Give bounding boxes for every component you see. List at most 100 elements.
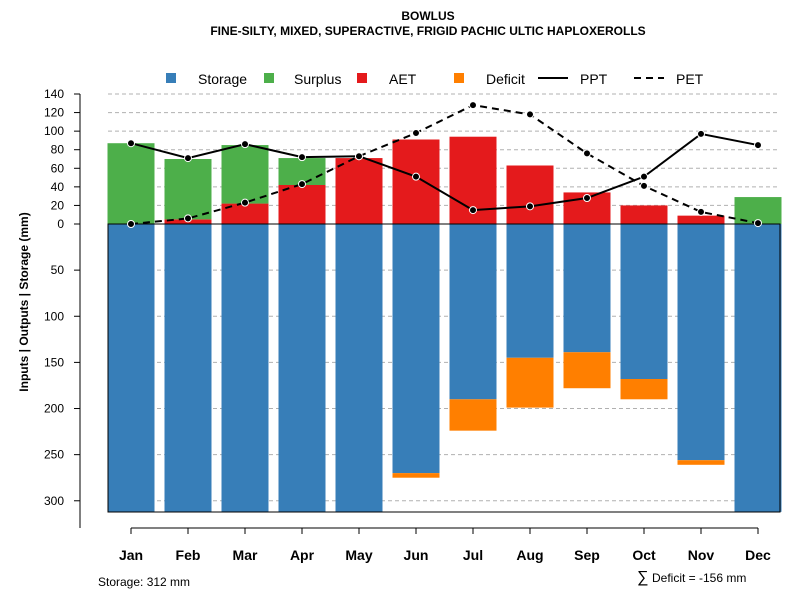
legend-label-storage: Storage [198,71,247,87]
bar-storage-feb [164,224,212,512]
legend-swatch-aet [357,73,367,83]
point-ppt [754,141,762,150]
point-ppt [184,154,192,163]
bar-storage-nov [677,224,725,461]
legend: Storage Surplus AET Deficit PPT PET [166,71,704,87]
x-tick-label: Jun [404,547,429,563]
y-tick-label: 300 [44,494,64,508]
x-tick-label: Nov [688,547,715,563]
point-ppt [583,193,591,202]
x-tick-label: May [345,547,372,563]
point-ppt [697,129,705,138]
bar-deficit-jul [449,399,497,431]
x-tick-label: Aug [516,547,543,563]
y-tick-label: 150 [44,355,64,369]
point-ppt [640,172,648,181]
point-ppt [127,139,135,148]
bar-surplus-mar [221,145,269,204]
bar-deficit-sep [563,352,611,389]
y-tick-label: 200 [44,402,64,416]
legend-label-aet: AET [389,71,417,87]
bar-storage-jan [107,224,155,512]
bar-storage-dec [734,224,782,512]
bar-aet-may [335,158,383,224]
y-tick-label: 80 [51,143,65,157]
legend-label-surplus: Surplus [294,71,341,87]
chart-subtitle: FINE-SILTY, MIXED, SUPERACTIVE, FRIGID P… [210,24,645,38]
bar-storage-apr [278,224,326,512]
y-tick-label: 60 [51,161,65,175]
y-axis-label: Inputs | Outputs | Storage (mm) [17,212,31,391]
bar-deficit-oct [620,378,668,400]
point-pet [469,101,477,110]
x-tick-label: Apr [290,547,315,563]
point-pet [127,220,135,228]
point-pet [184,214,192,223]
bar-deficit-nov [677,460,725,465]
bar-storage-sep [563,224,611,353]
point-ppt [469,206,477,215]
x-tick-label: Oct [632,547,656,563]
point-ppt [526,202,534,211]
point-ppt [298,153,306,162]
chart-title: BOWLUS [401,9,454,23]
y-tick-label: 120 [44,106,64,120]
point-pet [412,128,420,137]
y-tick-label: 20 [51,198,65,212]
legend-label-ppt: PPT [580,71,608,87]
y-tick-label: 100 [44,124,64,138]
legend-label-pet: PET [676,71,704,87]
y-tick-label: 0 [57,217,64,231]
y-tick-label: 100 [44,309,64,323]
bar-storage-aug [506,224,554,358]
bar-aet-oct [620,205,668,224]
bar-aet-jun [392,139,440,224]
bars [107,136,782,512]
point-pet [241,198,249,207]
bar-storage-may [335,224,383,512]
x-tick-label: Jul [463,547,483,563]
lower-panel-frame [107,223,781,513]
y-tick-label: 40 [51,180,65,194]
x-tick-label: Sep [574,547,600,563]
point-pet [526,110,534,119]
sigma-symbol: ∑ [637,569,648,586]
point-pet [640,181,648,190]
bar-storage-mar [221,224,269,512]
point-pet [697,207,705,216]
bar-storage-jun [392,224,440,474]
legend-swatch-storage [166,73,176,83]
y-tick-label: 250 [44,448,64,462]
x-axis: Jan Feb Mar Apr May Jun Jul Aug Sep Oct Nov Dec [119,527,771,563]
point-pet [583,149,591,158]
x-tick-label: Jan [119,547,143,563]
x-tick-label: Feb [176,547,201,563]
deficit-note: Deficit = -156 mm [652,571,746,585]
bar-storage-oct [620,224,668,379]
point-ppt [241,140,249,149]
bar-deficit-aug [506,357,554,408]
bar-aet-mar [221,203,269,224]
bar-surplus-jan [107,143,155,224]
point-pet [754,219,762,228]
x-tick-label: Mar [233,547,258,563]
bar-aet-aug [506,165,554,224]
point-pet [355,152,363,161]
storage-note: Storage: 312 mm [98,575,190,589]
bar-aet-apr [278,184,326,224]
point-ppt [412,172,420,181]
x-tick-label: Dec [745,547,771,563]
series-lines [127,101,762,228]
bar-storage-jul [449,224,497,400]
line-ppt [130,132,759,212]
legend-swatch-surplus [264,73,274,83]
y-tick-label: 140 [44,87,64,101]
point-pet [298,180,306,189]
y-tick-label: 50 [51,263,65,277]
line-pet [130,104,759,225]
bar-surplus-feb [164,158,212,220]
bar-deficit-jun [392,473,440,478]
legend-swatch-deficit [454,73,464,83]
